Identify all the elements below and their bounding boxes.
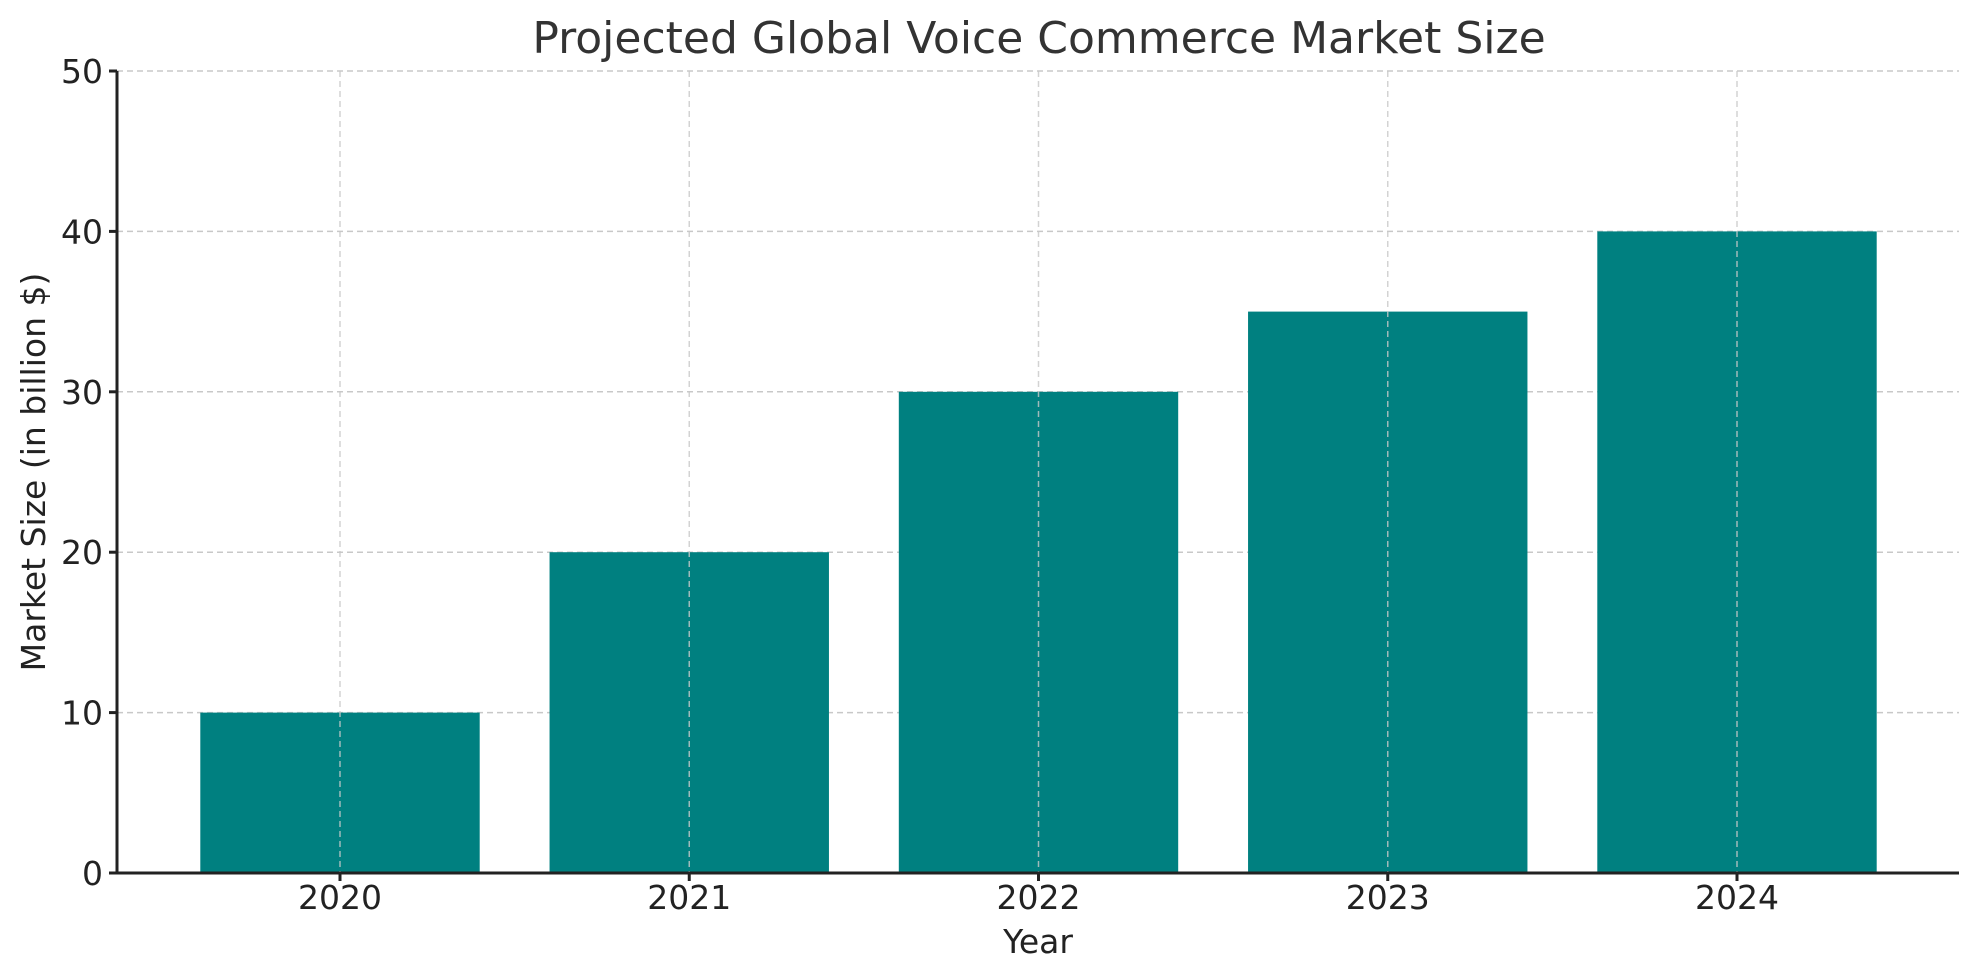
y-ticks: 0 10 20 30 40 50 — [61, 52, 117, 893]
y-tick-label: 50 — [61, 52, 103, 91]
y-tick-label: 0 — [82, 854, 103, 893]
x-tick-label: 2021 — [647, 878, 731, 917]
x-ticks: 2020 2021 2022 2023 2024 — [298, 873, 1779, 917]
y-axis-label: Market Size (in billion $) — [14, 273, 53, 672]
y-tick-label: 30 — [61, 373, 103, 412]
y-tick-label: 20 — [61, 533, 103, 572]
x-tick-label: 2023 — [1346, 878, 1430, 917]
chart-title: Projected Global Voice Commerce Market S… — [532, 13, 1545, 64]
x-tick-label: 2024 — [1695, 878, 1779, 917]
vertical-gridlines — [339, 71, 1738, 873]
y-tick-label: 40 — [61, 212, 103, 251]
x-axis-label: Year — [1002, 922, 1073, 961]
y-tick-label: 10 — [61, 694, 103, 733]
x-tick-label: 2020 — [298, 878, 382, 917]
x-tick-label: 2022 — [997, 878, 1081, 917]
